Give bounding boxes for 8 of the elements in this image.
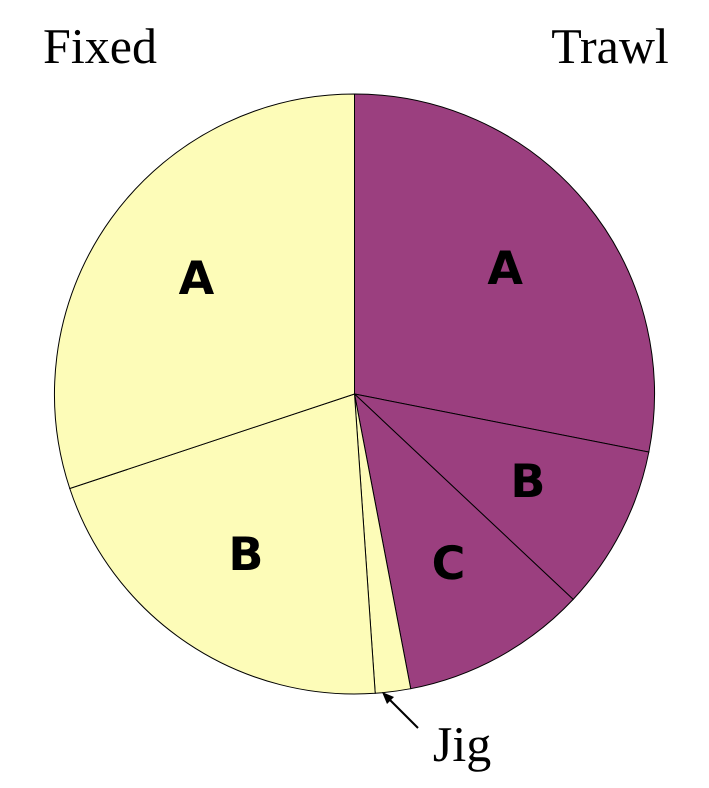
slice-label: A [178, 250, 215, 305]
slice-label: Jig [432, 716, 492, 772]
slice-label: C [432, 536, 466, 590]
slice-label: B [510, 454, 546, 508]
text: Trawl [551, 18, 669, 74]
slice-label: A [487, 241, 524, 296]
slice-label: B [228, 526, 264, 581]
text: Fixed [43, 18, 157, 74]
